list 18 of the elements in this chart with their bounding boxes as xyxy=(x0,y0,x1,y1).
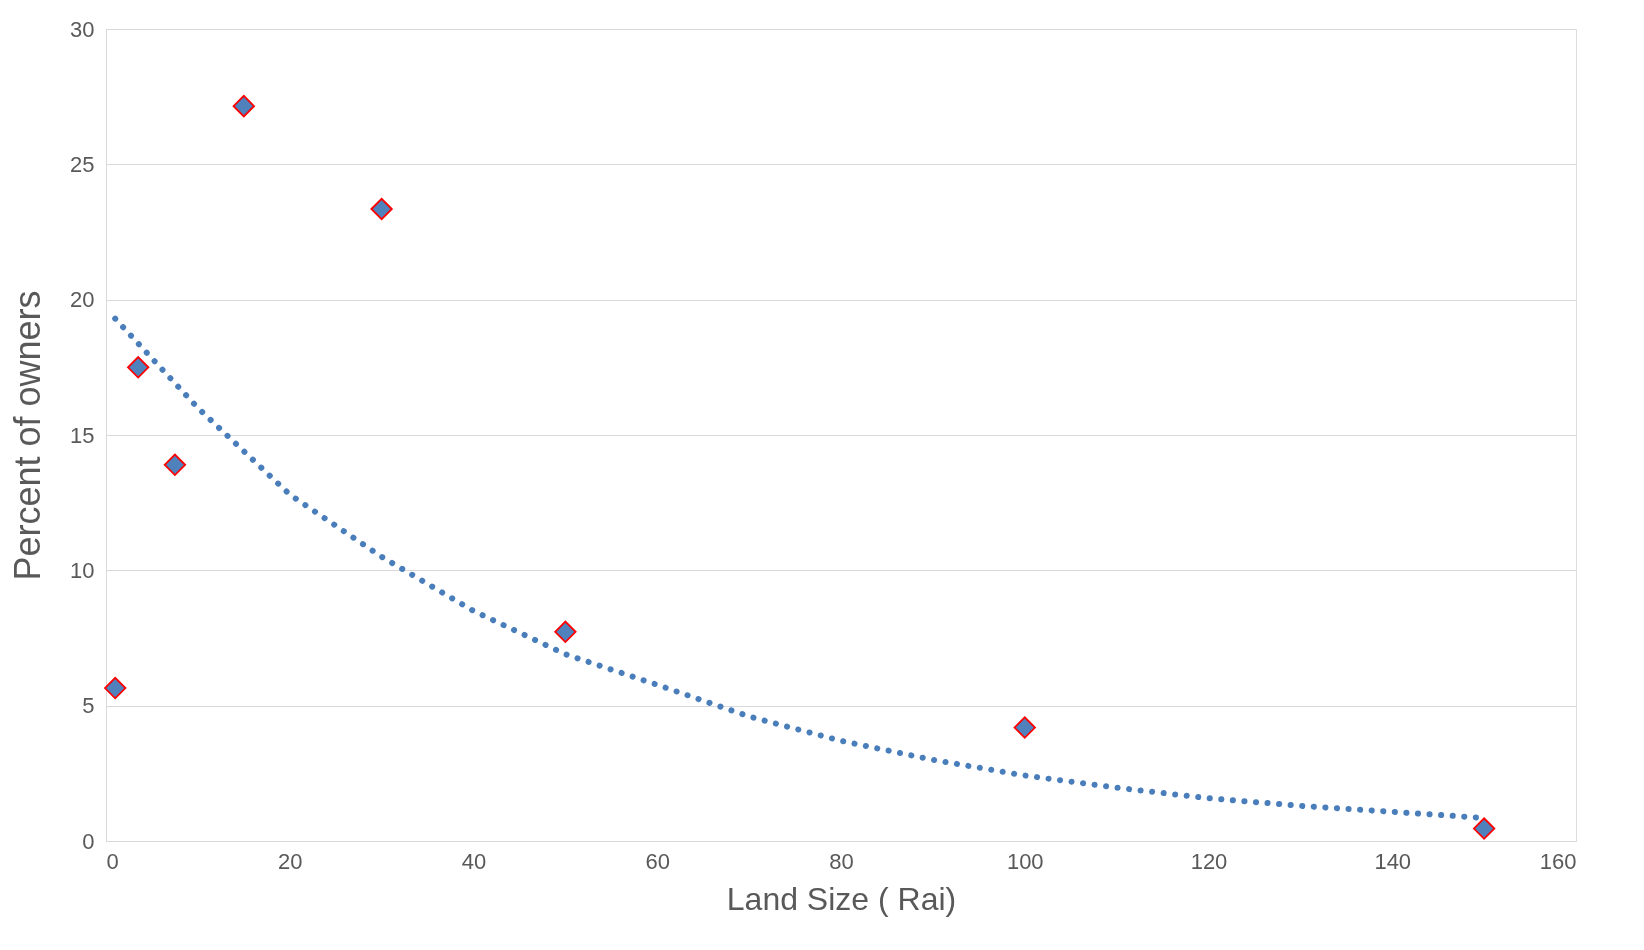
x-tick-label: 100 xyxy=(1006,848,1044,874)
y-tick-label: 10 xyxy=(70,557,95,583)
y-tick-label: 30 xyxy=(70,16,95,42)
y-tick-label: 15 xyxy=(70,422,95,448)
y-axis-title: Percent of owners xyxy=(7,290,49,581)
y-tick-label: 5 xyxy=(82,693,95,719)
y-tick-label: 20 xyxy=(70,287,95,313)
x-tick-label: 20 xyxy=(278,848,303,874)
x-axis-title: Land Size ( Rai) xyxy=(726,880,957,917)
x-tick-label: 40 xyxy=(461,848,487,874)
x-tick-label: 60 xyxy=(645,848,670,874)
x-tick-label: 120 xyxy=(1190,848,1228,874)
x-tick-label: 0 xyxy=(106,848,119,874)
x-tick-label: 160 xyxy=(1539,848,1577,874)
x-tick-label: 140 xyxy=(1374,848,1412,874)
x-tick-label: 80 xyxy=(829,848,854,874)
y-tick-label: 0 xyxy=(82,828,95,854)
y-tick-label: 25 xyxy=(70,151,95,177)
